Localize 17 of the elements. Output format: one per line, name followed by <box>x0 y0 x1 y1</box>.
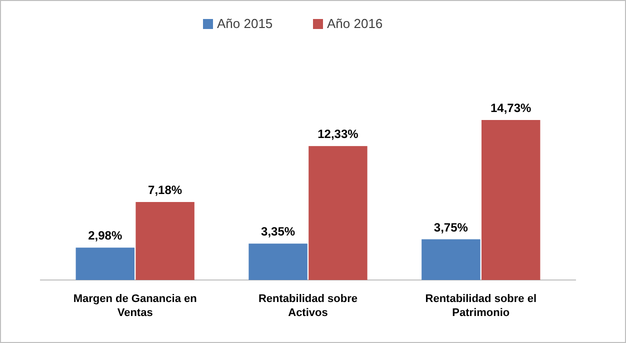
legend-label: Año 2015 <box>217 16 273 31</box>
data-label: 12,33% <box>318 127 359 142</box>
data-label: 3,75% <box>434 220 468 234</box>
data-label: 2,98% <box>88 228 122 243</box>
bar <box>76 248 134 280</box>
bar <box>136 202 194 280</box>
x-tick-label: Rentabilidad sobre el Patrimonio <box>425 293 537 319</box>
legend-label: Año 2016 <box>327 16 383 31</box>
x-tick-label: Rentabilidad sobre Activos <box>258 293 358 319</box>
bar <box>248 244 308 280</box>
data-label: 7,18% <box>148 183 182 198</box>
x-tick-label: Margen de Ganancia en Ventas <box>73 293 198 319</box>
bar <box>422 239 480 280</box>
bar <box>482 120 540 280</box>
data-label: 3,35% <box>261 224 296 239</box>
bar <box>308 146 368 280</box>
data-label: 14,73% <box>490 101 532 115</box>
